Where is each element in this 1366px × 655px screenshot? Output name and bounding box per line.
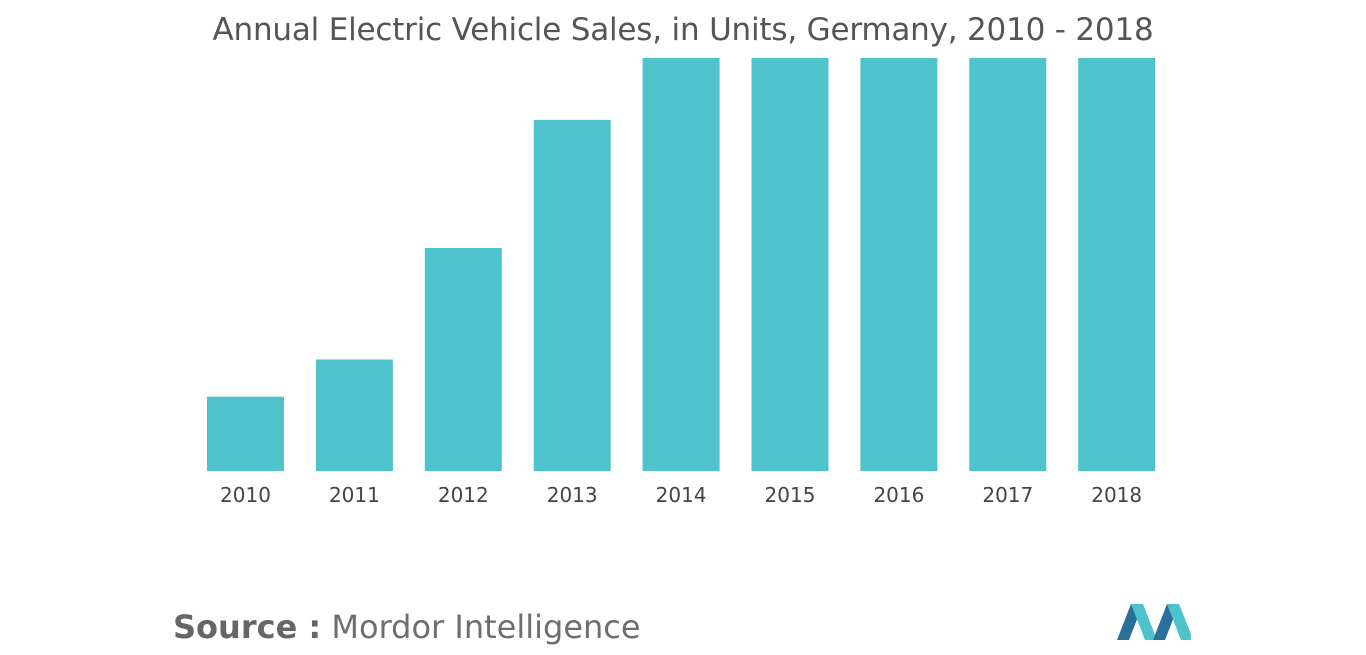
bars-group (207, 58, 1156, 472)
bar-2010 (207, 396, 284, 471)
x-tick-label-2018: 2018 (1091, 483, 1142, 507)
bar-2012 (424, 248, 502, 471)
x-tick-label-2010: 2010 (220, 483, 271, 507)
chart-title: Annual Electric Vehicle Sales, in Units,… (212, 12, 1154, 48)
bar-2011 (315, 359, 393, 471)
bar-2017 (969, 58, 1047, 471)
bar-2016 (860, 58, 938, 471)
bar-2014 (642, 58, 720, 471)
bar-chart: 2010 2011 2012 2013 2014 2015 2016 2017 2018 (207, 58, 1156, 507)
bar-2015 (751, 58, 829, 471)
x-tick-label-2013: 2013 (547, 483, 598, 507)
source-line: Source : Mordor Intelligence (173, 608, 641, 646)
logo-shape-4 (1167, 604, 1191, 640)
x-tick-label-2011: 2011 (329, 483, 380, 507)
bar-2013 (533, 119, 611, 472)
mordor-intelligence-logo-icon (1117, 604, 1191, 640)
x-tick-label-2016: 2016 (873, 483, 924, 507)
bar-2018 (1078, 58, 1156, 471)
source-name: Mordor Intelligence (331, 608, 641, 646)
x-tick-label-2017: 2017 (982, 483, 1033, 507)
x-tick-label-2015: 2015 (765, 483, 816, 507)
x-tick-label-2012: 2012 (438, 483, 489, 507)
x-tick-label-2014: 2014 (656, 483, 707, 507)
x-tick-labels: 2010 2011 2012 2013 2014 2015 2016 2017 2018 (220, 483, 1142, 507)
logo-shape-2 (1131, 604, 1157, 640)
source-label: Source : (173, 608, 322, 646)
